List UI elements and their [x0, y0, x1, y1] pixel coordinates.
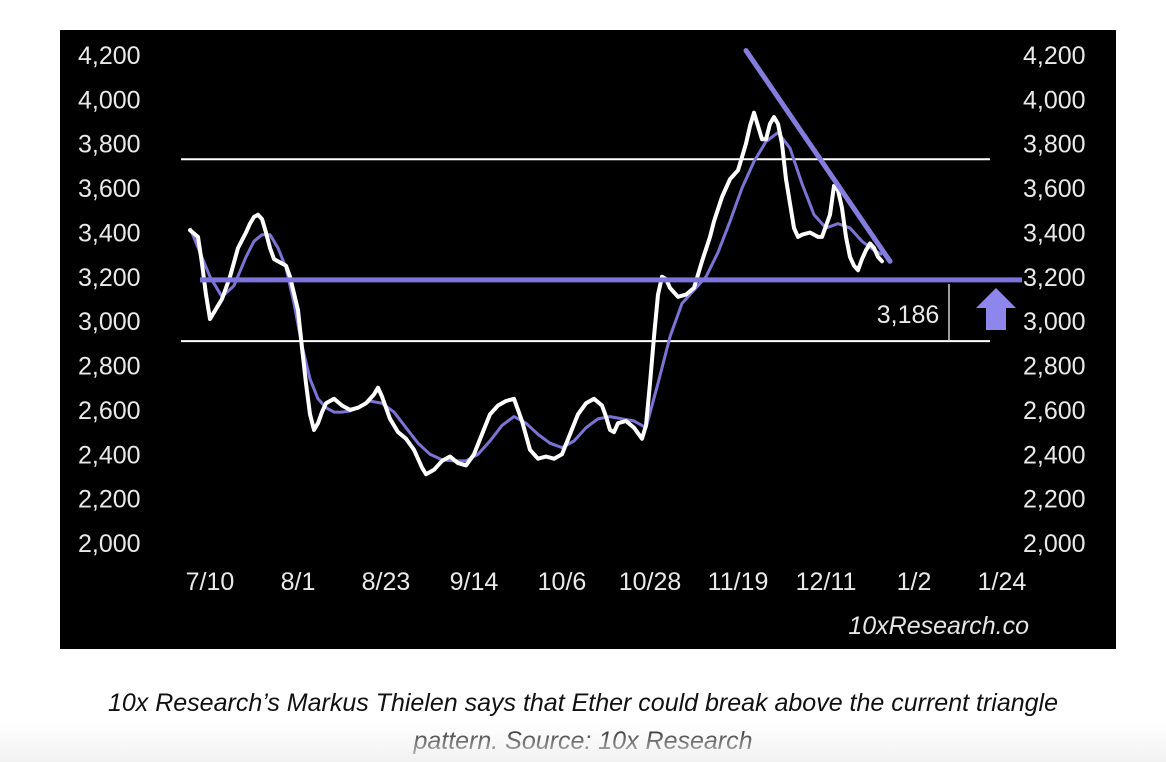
x-tick-label: 10/6: [538, 568, 587, 596]
x-tick-label: 9/14: [450, 568, 499, 596]
moving-average-line: [188, 131, 883, 463]
watermark: 10xResearch.co: [848, 612, 1029, 640]
y-tick-label-left: 4,200: [78, 42, 141, 70]
x-tick-label: 11/19: [708, 568, 769, 596]
support-value-label: 3,186: [877, 301, 940, 329]
y-tick-label-right: 2,000: [1023, 530, 1086, 558]
y-tick-label-right: 2,800: [1023, 353, 1086, 381]
x-tick-label: 7/10: [186, 568, 235, 596]
price-line: [188, 110, 884, 477]
y-tick-label-left: 3,400: [78, 219, 141, 247]
x-tick-label: 8/23: [362, 568, 411, 596]
y-tick-label-right: 3,000: [1023, 308, 1086, 336]
y-tick-label-left: 2,600: [78, 397, 141, 425]
y-tick-label-right: 4,200: [1023, 42, 1086, 70]
up-arrow-icon: [976, 288, 1016, 330]
caption-line-2: pattern. Source: 10x Research: [413, 727, 753, 755]
y-tick-label-right: 2,600: [1023, 397, 1086, 425]
y-tick-label-right: 3,800: [1023, 131, 1086, 159]
x-tick-label: 1/2: [897, 568, 932, 596]
y-tick-label-right: 2,400: [1023, 441, 1086, 469]
figure-caption: 10x Research’s Markus Thielen says that …: [0, 684, 1166, 760]
y-tick-label-left: 2,400: [78, 441, 141, 469]
caption-line-1: 10x Research’s Markus Thielen says that …: [107, 689, 1059, 717]
y-tick-label-right: 3,200: [1023, 264, 1086, 292]
y-tick-label-left: 3,200: [78, 264, 141, 292]
y-tick-label-left: 3,000: [78, 308, 141, 336]
y-tick-label-right: 3,400: [1023, 219, 1086, 247]
y-tick-label-left: 3,800: [78, 131, 141, 159]
x-tick-label: 12/11: [796, 568, 857, 596]
y-tick-label-right: 2,200: [1023, 486, 1086, 514]
y-tick-label-right: 4,000: [1023, 86, 1086, 114]
y-tick-label-left: 2,200: [78, 486, 141, 514]
x-tick-label: 1/24: [978, 568, 1027, 596]
y-tick-label-right: 3,600: [1023, 175, 1086, 203]
chart-panel: 4,200 4,000 3,800 3,600 3,400 3,200 3,000 2,800…: [60, 30, 1116, 649]
y-tick-label-left: 4,000: [78, 86, 141, 114]
resistance-trendline: [743, 48, 893, 264]
y-tick-label-left: 3,600: [78, 175, 141, 203]
y-tick-label-left: 2,800: [78, 353, 141, 381]
price-chart: 4,200 4,000 3,800 3,600 3,400 3,200 3,000 2,800…: [78, 42, 1086, 640]
x-tick-label: 10/28: [619, 568, 682, 596]
x-tick-label: 8/1: [281, 568, 316, 596]
y-tick-label-left: 2,000: [78, 530, 141, 558]
